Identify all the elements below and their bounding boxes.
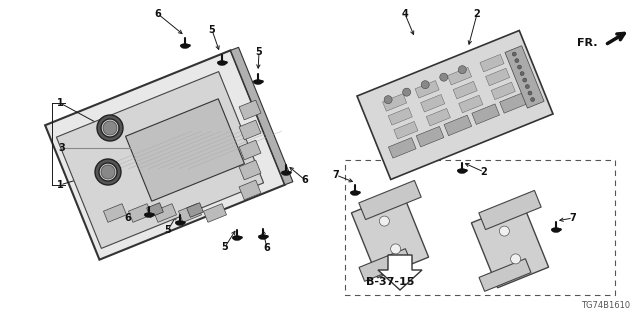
Circle shape [520, 72, 524, 76]
Polygon shape [56, 72, 264, 248]
Polygon shape [394, 122, 418, 139]
Circle shape [499, 226, 509, 236]
Circle shape [390, 244, 401, 254]
Polygon shape [239, 140, 261, 160]
Polygon shape [239, 160, 261, 180]
Polygon shape [447, 68, 472, 85]
Polygon shape [378, 255, 422, 290]
Polygon shape [459, 95, 483, 113]
Polygon shape [388, 138, 416, 158]
Circle shape [403, 88, 411, 96]
Polygon shape [239, 180, 261, 200]
Circle shape [512, 52, 516, 56]
Circle shape [511, 254, 520, 264]
Circle shape [531, 98, 534, 101]
Text: FR.: FR. [577, 38, 598, 48]
Circle shape [523, 78, 527, 82]
Ellipse shape [552, 228, 561, 233]
Text: 4: 4 [402, 9, 408, 19]
Polygon shape [239, 100, 261, 120]
Text: 2: 2 [474, 9, 481, 19]
Polygon shape [472, 104, 499, 124]
Ellipse shape [259, 235, 268, 239]
Polygon shape [444, 115, 472, 136]
Polygon shape [351, 192, 429, 278]
Polygon shape [486, 68, 509, 86]
Polygon shape [204, 204, 227, 222]
Polygon shape [416, 126, 444, 147]
Text: TG74B1610: TG74B1610 [581, 301, 630, 310]
Text: 1: 1 [56, 98, 63, 108]
Circle shape [421, 81, 429, 89]
Text: 2: 2 [481, 167, 488, 177]
Circle shape [380, 216, 389, 226]
Ellipse shape [282, 171, 291, 175]
Polygon shape [420, 94, 445, 112]
Polygon shape [479, 190, 541, 229]
Ellipse shape [458, 169, 467, 173]
Ellipse shape [145, 212, 154, 218]
Text: 7: 7 [333, 170, 339, 180]
Polygon shape [230, 47, 293, 185]
Polygon shape [45, 50, 285, 260]
Ellipse shape [351, 190, 360, 196]
Ellipse shape [175, 220, 184, 226]
Polygon shape [505, 46, 544, 108]
Ellipse shape [232, 236, 241, 241]
Polygon shape [480, 54, 504, 72]
Circle shape [384, 96, 392, 104]
Ellipse shape [253, 79, 262, 84]
Polygon shape [147, 203, 163, 217]
Polygon shape [426, 108, 451, 126]
Polygon shape [129, 204, 152, 222]
Circle shape [440, 73, 448, 81]
Text: 3: 3 [59, 143, 65, 153]
Polygon shape [357, 30, 553, 180]
Text: 6: 6 [125, 213, 131, 223]
Text: 6: 6 [301, 175, 308, 185]
Text: 5: 5 [164, 225, 172, 235]
Ellipse shape [180, 44, 189, 49]
Polygon shape [104, 204, 127, 222]
Polygon shape [359, 249, 411, 281]
Polygon shape [125, 99, 244, 201]
Text: 6: 6 [155, 9, 161, 19]
Circle shape [518, 65, 522, 69]
Circle shape [103, 121, 117, 135]
Polygon shape [388, 108, 412, 125]
Circle shape [528, 91, 532, 95]
Polygon shape [239, 120, 261, 140]
Text: 5: 5 [221, 242, 228, 252]
Text: 7: 7 [570, 213, 577, 223]
Text: 5: 5 [209, 25, 216, 35]
Circle shape [101, 165, 115, 179]
Text: 5: 5 [255, 47, 262, 57]
Bar [345, 160, 615, 295]
Polygon shape [415, 81, 439, 98]
Polygon shape [187, 203, 204, 217]
Circle shape [515, 59, 519, 63]
Polygon shape [491, 82, 515, 100]
Polygon shape [383, 94, 406, 111]
Polygon shape [472, 202, 548, 288]
Circle shape [458, 66, 467, 74]
Polygon shape [479, 259, 531, 291]
Circle shape [525, 84, 529, 89]
Polygon shape [154, 204, 177, 222]
Polygon shape [453, 81, 477, 99]
Ellipse shape [218, 60, 227, 66]
Polygon shape [500, 93, 527, 113]
Polygon shape [359, 180, 421, 220]
Text: 6: 6 [264, 243, 270, 253]
Polygon shape [179, 204, 202, 222]
Text: B-37-15: B-37-15 [366, 277, 414, 287]
Text: 1: 1 [56, 180, 63, 190]
